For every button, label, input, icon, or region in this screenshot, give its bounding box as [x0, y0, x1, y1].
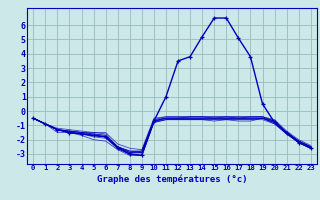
- X-axis label: Graphe des températures (°c): Graphe des températures (°c): [97, 174, 247, 184]
